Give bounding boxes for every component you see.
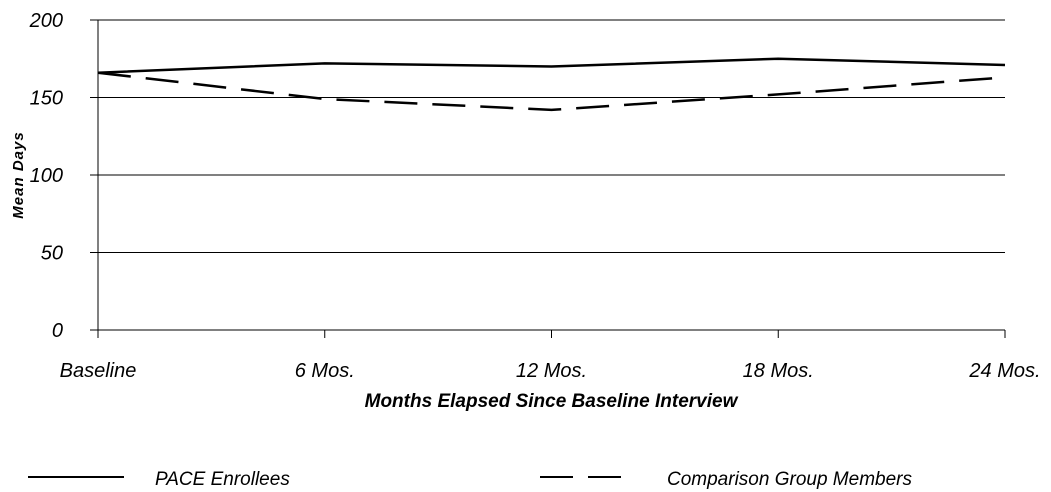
- series-line-pace-enrollees: [97, 57, 1006, 74]
- legend: PACE Enrollees Comparison Group Members: [28, 469, 912, 490]
- x-tick-label: Baseline: [60, 360, 137, 382]
- y-ticks: 0 50 100 150 200: [29, 10, 98, 342]
- series-lines: [97, 57, 1006, 112]
- legend-label-comparison: Comparison Group Members: [667, 469, 912, 490]
- legend-item-pace: PACE Enrollees: [28, 469, 290, 490]
- y-tick-label: 0: [52, 320, 63, 342]
- x-tick-label: 24 Mos.: [968, 360, 1040, 382]
- x-tick-label: 12 Mos.: [516, 360, 587, 382]
- y-tick-label: 150: [30, 88, 63, 110]
- legend-label-pace: PACE Enrollees: [155, 469, 290, 490]
- y-tick-label: 50: [41, 243, 63, 265]
- legend-item-comparison: Comparison Group Members: [540, 469, 912, 490]
- y-tick-label: 200: [29, 10, 63, 32]
- series-line-comparison-group: [97, 71, 1006, 112]
- x-ticks: Baseline 6 Mos. 12 Mos. 18 Mos. 24 Mos.: [60, 330, 1041, 382]
- x-tick-label: 18 Mos.: [743, 360, 814, 382]
- y-axis-title: Mean Days: [10, 131, 27, 218]
- x-axis-title: Months Elapsed Since Baseline Interview: [365, 391, 739, 412]
- x-tick-label: 6 Mos.: [295, 360, 355, 382]
- y-tick-label: 100: [30, 165, 63, 187]
- gridlines: [98, 19, 1005, 253]
